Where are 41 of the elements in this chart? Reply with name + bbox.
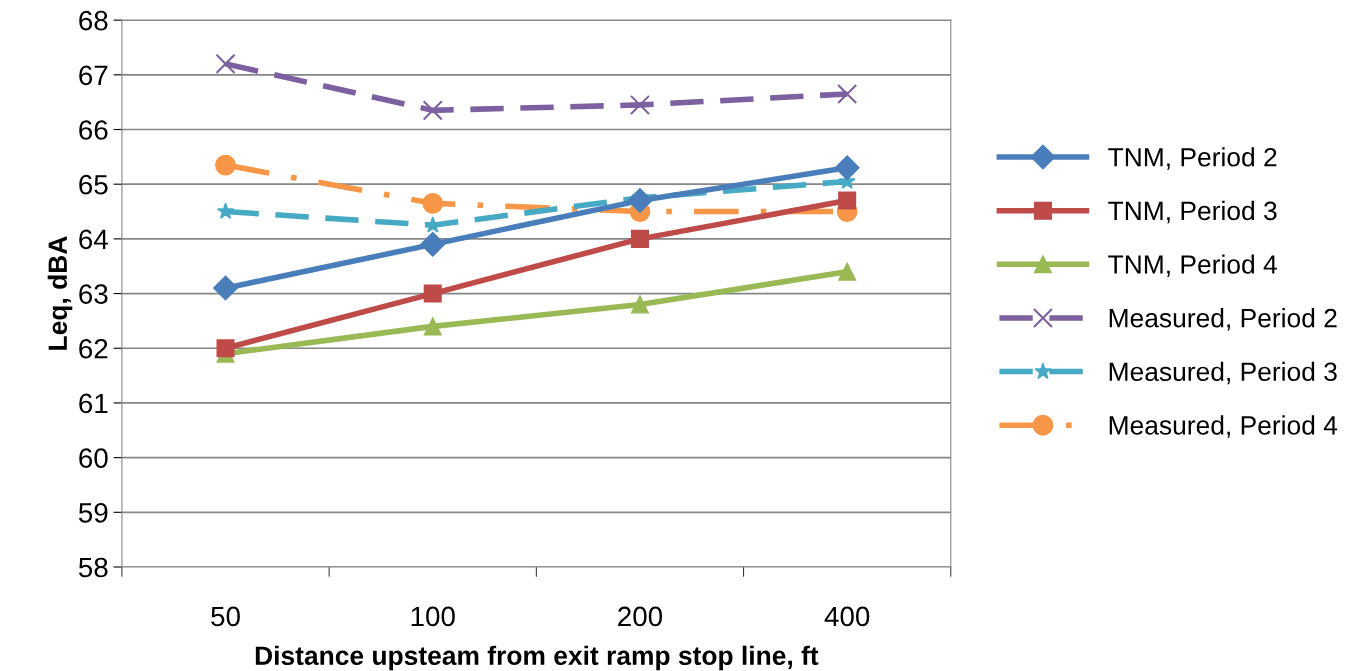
point [422,192,444,214]
point [423,317,442,336]
point [215,154,236,176]
point [216,202,235,219]
point [838,262,857,281]
y-axis-title: Leq, dBA [47,236,73,350]
x-tick-label: 100 [411,606,455,627]
y-tick-label: 62 [79,338,108,359]
legend-label: TNM, Period 3 [1108,200,1277,224]
point [213,275,239,301]
point [629,94,651,115]
point [837,83,858,105]
point [630,229,649,248]
legend-label: Measured, Period 2 [1109,308,1337,331]
point [420,231,446,257]
point [422,100,443,121]
y-tick-label: 68 [79,10,108,31]
legend-label: Measured, Period 4 [1109,415,1338,438]
y-tick-label: 58 [78,557,108,578]
legend-label: TNM, Period 4 [1108,254,1277,277]
point [834,155,860,181]
legend-label: Measured, Period 3 [1109,361,1337,385]
point [627,188,653,214]
y-tick-label: 65 [79,174,108,195]
point [838,191,857,210]
x-tick-label: 400 [824,606,870,627]
y-tick-label: 61 [79,393,108,414]
y-tick-label: 59 [78,502,108,523]
x-tick-label: 50 [211,606,240,627]
legend-label: TNM, Period 2 [1108,147,1277,170]
y-tick-label: 60 [79,448,108,468]
point [215,53,236,74]
point [216,339,235,358]
point [423,284,442,303]
y-tick-label: 66 [79,120,108,140]
y-tick-label: 67 [79,65,108,86]
x-axis-title: Distance upsteam from exit ramp stop line, ft [255,645,819,671]
point [630,295,649,314]
y-tick-label: 63 [79,284,108,304]
x-tick-label: 200 [618,606,663,627]
y-tick-label: 64 [79,229,108,250]
